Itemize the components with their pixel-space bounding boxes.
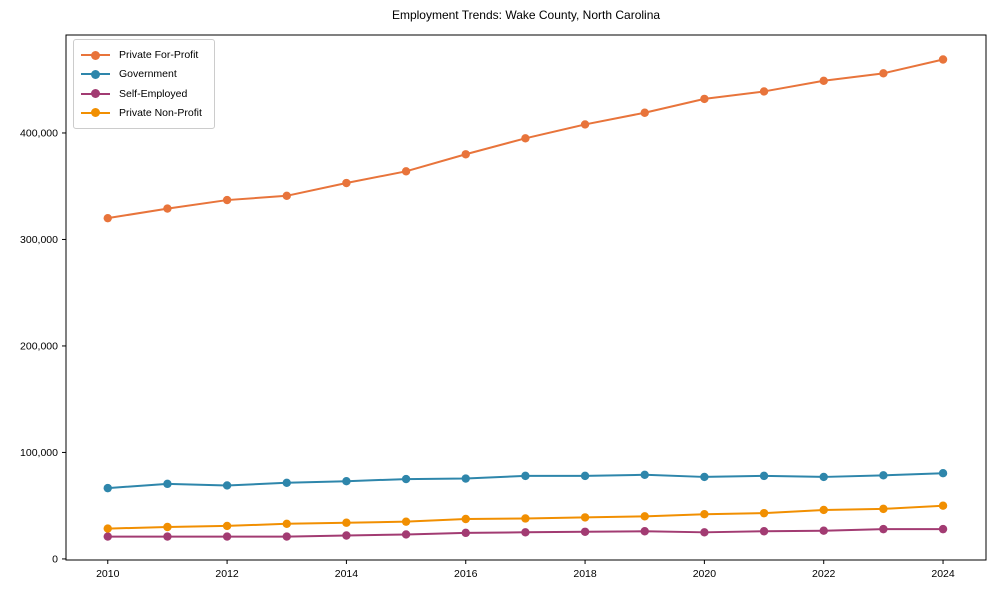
x-axis-tick-label: 2024: [931, 568, 955, 580]
data-point-private-for-profit: [759, 87, 769, 96]
data-point-self-employed: [222, 532, 232, 541]
data-point-private-non-profit: [401, 517, 411, 526]
x-axis-tick-label: 2014: [335, 568, 359, 580]
data-point-self-employed: [163, 532, 172, 541]
data-point-self-employed: [700, 528, 709, 537]
data-point-government: [103, 483, 112, 493]
legend-marker-icon: [81, 89, 110, 99]
legend-item-private-for-profit: Private For-Profit: [81, 46, 206, 64]
data-point-private-non-profit: [342, 518, 351, 527]
data-point-private-non-profit: [163, 522, 172, 532]
data-point-private-non-profit: [282, 519, 291, 528]
data-point-self-employed: [819, 526, 828, 535]
legend: Private For-Profit Government Self-Employe…: [73, 39, 215, 129]
data-point-government: [879, 471, 888, 480]
data-point-government: [282, 478, 291, 487]
data-point-private-for-profit: [342, 178, 351, 188]
data-point-private-non-profit: [819, 505, 828, 515]
legend-item-government: Government: [81, 65, 206, 83]
y-axis-tick-label: 200,000: [20, 340, 58, 352]
data-point-self-employed: [282, 532, 291, 541]
data-point-government: [222, 481, 232, 490]
data-point-government: [640, 470, 649, 480]
data-point-private-for-profit: [879, 69, 888, 78]
data-point-private-non-profit: [222, 521, 232, 531]
legend-item-label: Private Non-Profit: [119, 106, 202, 119]
data-point-government: [163, 479, 172, 489]
legend-item-private-non-profit: Private Non-Profit: [81, 104, 206, 122]
data-point-self-employed: [521, 528, 530, 537]
y-axis-tick-label: 300,000: [20, 234, 58, 246]
chart-title: Employment Trends: Wake County, North Ca…: [391, 8, 661, 22]
x-axis-tick-label: 2016: [454, 568, 478, 580]
data-point-self-employed: [580, 527, 590, 536]
legend-marker-icon: [81, 108, 110, 118]
data-point-self-employed: [342, 531, 351, 540]
x-axis-tick-label: 2018: [573, 568, 597, 580]
data-point-government: [521, 471, 530, 481]
data-point-government: [938, 469, 948, 478]
data-point-private-non-profit: [700, 510, 709, 519]
y-axis-tick-label: 100,000: [20, 447, 58, 459]
data-point-government: [461, 474, 470, 483]
data-point-private-for-profit: [461, 150, 470, 159]
plot-border: [65, 34, 987, 561]
x-axis-tick-label: 2010: [96, 568, 120, 580]
data-point-government: [819, 472, 828, 482]
data-point-private-for-profit: [640, 108, 649, 117]
y-axis-tick-label: 400,000: [20, 127, 58, 139]
data-point-private-non-profit: [938, 501, 948, 510]
data-point-self-employed: [461, 528, 470, 538]
data-point-private-non-profit: [103, 524, 112, 533]
data-point-private-for-profit: [521, 134, 530, 143]
data-point-private-non-profit: [461, 514, 470, 524]
data-point-private-for-profit: [282, 191, 291, 201]
data-point-private-for-profit: [580, 120, 590, 129]
data-point-private-non-profit: [580, 513, 590, 522]
data-point-government: [342, 476, 351, 486]
data-point-self-employed: [879, 524, 888, 534]
data-point-self-employed: [103, 532, 112, 541]
data-point-private-for-profit: [938, 55, 948, 64]
data-point-private-for-profit: [163, 204, 172, 213]
data-point-self-employed: [759, 527, 769, 536]
legend-item-label: Private For-Profit: [119, 49, 199, 61]
data-point-government: [401, 474, 411, 484]
data-point-private-for-profit: [222, 195, 232, 205]
legend-marker-icon: [81, 69, 110, 79]
data-point-government: [759, 471, 769, 481]
data-point-self-employed: [640, 527, 649, 536]
y-axis-tick-label: 0: [52, 553, 58, 565]
data-point-private-for-profit: [103, 213, 112, 223]
x-axis-tick-label: 2020: [693, 568, 717, 580]
data-point-private-non-profit: [640, 512, 649, 521]
data-point-self-employed: [401, 530, 411, 539]
data-point-private-for-profit: [401, 167, 411, 176]
data-point-private-for-profit: [819, 76, 828, 85]
data-point-private-non-profit: [759, 508, 769, 518]
x-axis-tick-label: 2022: [812, 568, 836, 580]
data-point-private-non-profit: [521, 514, 530, 523]
legend-marker-icon: [81, 50, 110, 60]
x-axis-tick-label: 2012: [215, 568, 239, 580]
legend-item-self-employed: Self-Employed: [81, 85, 206, 103]
data-point-self-employed: [938, 524, 948, 534]
data-point-government: [700, 472, 709, 482]
legend-item-label: Government: [119, 68, 177, 81]
legend-item-label: Self-Employed: [119, 87, 188, 100]
data-point-private-for-profit: [700, 94, 709, 104]
data-point-government: [580, 471, 590, 481]
data-point-private-non-profit: [879, 504, 888, 514]
